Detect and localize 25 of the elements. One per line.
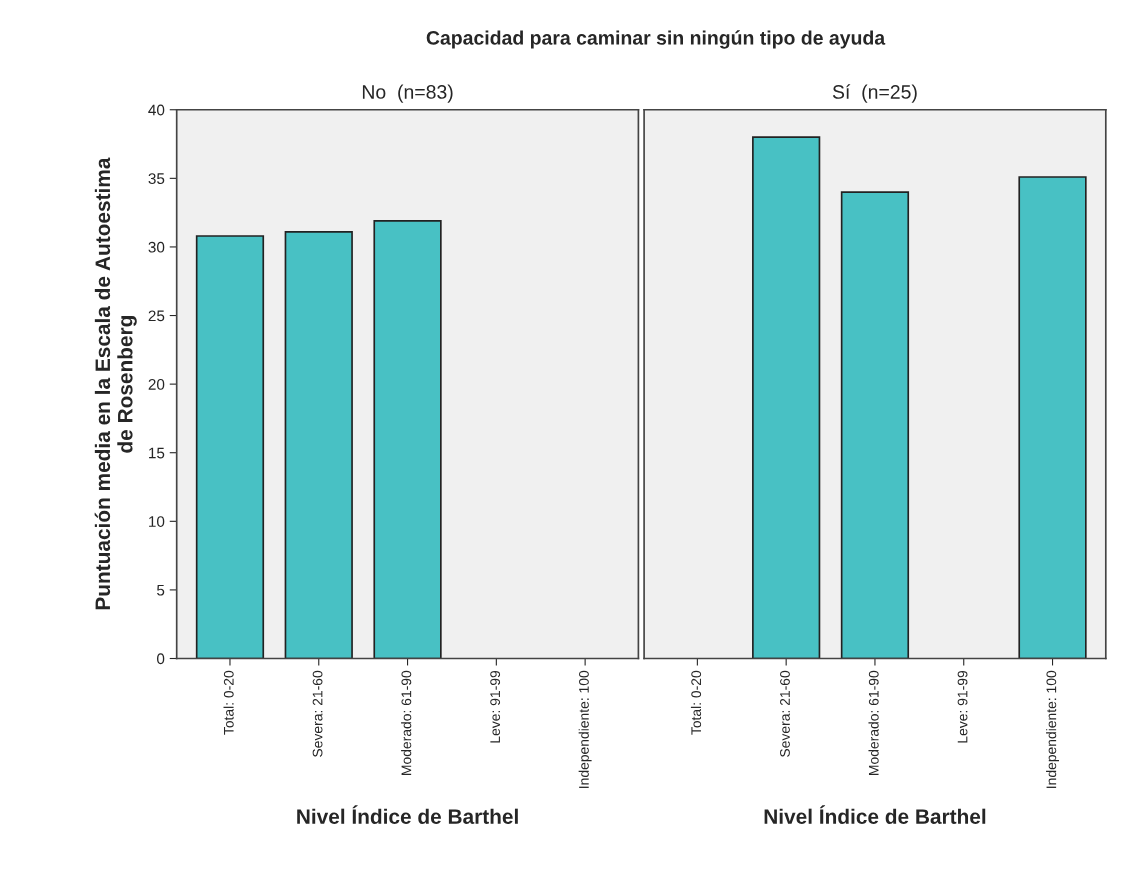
x-axis-title: Nivel Índice de Barthel <box>764 805 986 824</box>
y-axis-title: Puntuación media en la Escala de Autoestima de Rosenberg <box>94 157 137 610</box>
x-tick-label: Moderado: 61-90 <box>401 670 412 775</box>
chart-title: Sí (n=25) <box>832 84 917 103</box>
x-tick-label: Moderado: 61-90 <box>868 670 879 775</box>
x-tick-label: Leve: 91-99 <box>957 670 968 743</box>
x-axis-title: Nivel Índice de Barthel <box>297 805 518 824</box>
y-tick-label: 5 <box>157 584 165 596</box>
y-tick-label: 10 <box>149 516 165 527</box>
x-tick-label: Independiente: 100 <box>1046 670 1059 788</box>
y-tick-label: 15 <box>149 447 165 459</box>
y-tick-label: 20 <box>148 378 165 390</box>
y-tick-label: 0 <box>157 653 165 665</box>
chart-title: No (n=83) <box>362 84 453 103</box>
x-tick-label: Total: 0-20 <box>223 670 234 735</box>
text: Capacidad para caminar sin ningún tipo de ayuda <box>426 30 886 49</box>
x-tick-label: Severa: 21-60 <box>312 670 323 757</box>
x-tick-label: Independiente: 100 <box>578 670 592 788</box>
y-tick-label: 35 <box>148 173 165 185</box>
y-tick-label: 40 <box>148 104 165 116</box>
y-tick-label: 30 <box>148 241 165 253</box>
x-tick-label: Severa: 21-60 <box>780 670 790 757</box>
y-tick-label: 25 <box>148 310 165 322</box>
x-tick-label: Total: 0-20 <box>690 670 702 735</box>
x-tick-label: Leve: 91-99 <box>490 670 501 743</box>
